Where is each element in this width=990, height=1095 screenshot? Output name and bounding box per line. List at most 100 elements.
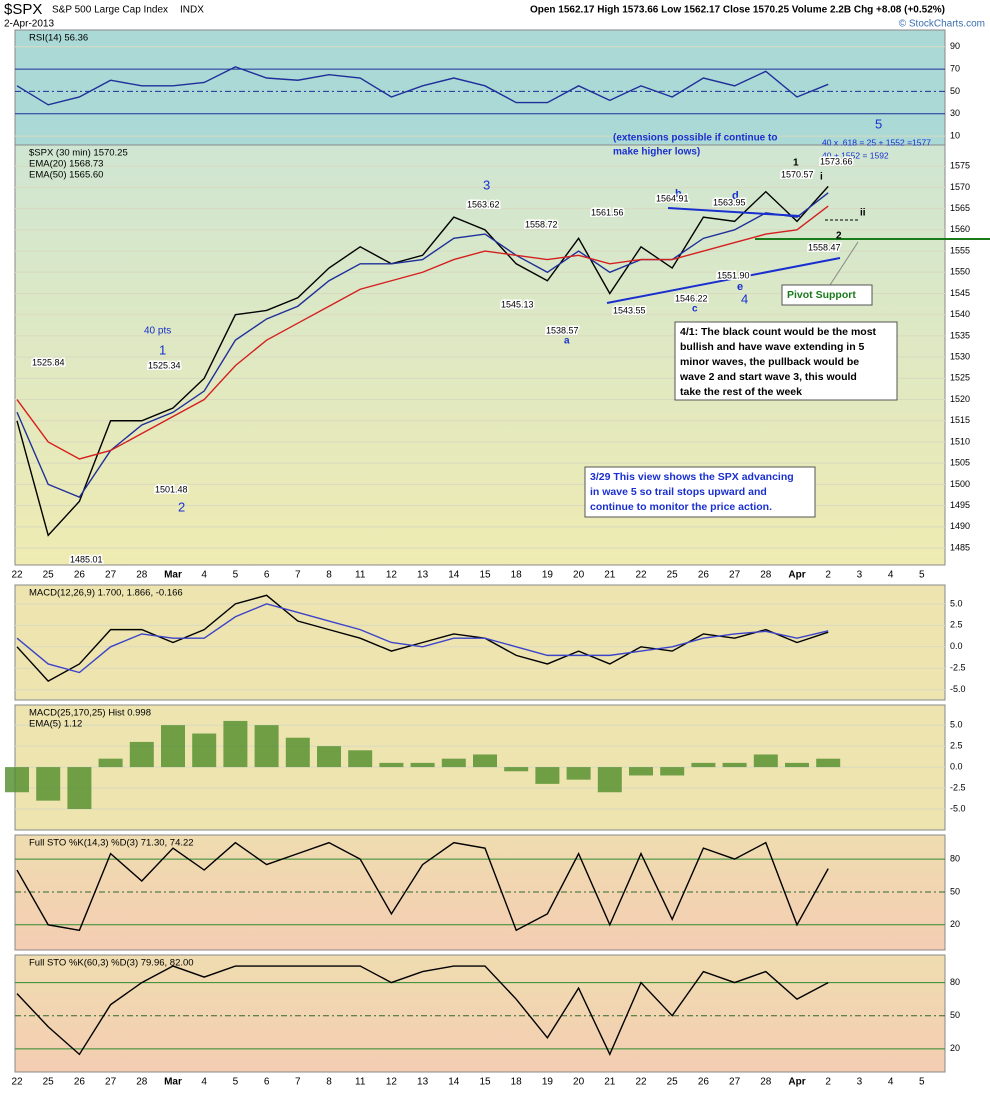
- x-tick-label: 22: [11, 1077, 23, 1088]
- annotation: 3: [483, 177, 490, 192]
- symbol: $SPX: [4, 1, 42, 18]
- y-tick-label: 50: [950, 86, 960, 96]
- y-tick-label: 1490: [950, 521, 970, 531]
- x-tick-label: 25: [43, 1077, 55, 1088]
- hist-bar: [473, 754, 497, 768]
- y-tick-label: 1495: [950, 500, 970, 510]
- x-tick-label: 5: [919, 570, 925, 581]
- hist-bar: [129, 741, 154, 768]
- x-tick-label: 2: [825, 1077, 831, 1088]
- annotation: 1561.56: [591, 207, 624, 217]
- y-tick-label: 0.0: [950, 761, 963, 771]
- hist-bar: [660, 767, 685, 776]
- hist-bar: [816, 758, 841, 768]
- series-line: [16, 192, 829, 498]
- note-text: 3/29 This view shows the SPX advancing: [590, 471, 794, 483]
- annotation: 1525.34: [148, 360, 181, 370]
- x-tick-label: 22: [635, 1077, 647, 1088]
- x-tick-label: 27: [729, 570, 741, 581]
- annotation: 40 + 1552 = 1592: [822, 150, 889, 160]
- annotation: 4: [741, 291, 748, 306]
- legend-entry: EMA(5) 1.12: [29, 719, 82, 730]
- y-tick-label: 90: [950, 41, 960, 51]
- x-tick-label: Apr: [788, 1077, 805, 1088]
- annotation: 1546.22: [675, 293, 708, 303]
- y-tick-label: 1515: [950, 415, 970, 425]
- hist-bar: [753, 754, 778, 768]
- series-line: [16, 205, 829, 460]
- annotation: c: [692, 304, 698, 315]
- series-line: [16, 594, 829, 682]
- annotation: 1525.84: [32, 357, 65, 367]
- y-tick-label: 1560: [950, 224, 970, 234]
- note-text: continue to monitor the price action.: [590, 501, 772, 513]
- x-tick-label: 21: [604, 1077, 616, 1088]
- note-text: bullish and have wave extending in 5: [680, 341, 865, 353]
- y-tick-label: 1535: [950, 330, 970, 340]
- y-tick-label: 1525: [950, 373, 970, 383]
- hist-bar: [441, 758, 466, 768]
- legend-entry: MACD(12,26,9) 1.700, 1.866, -0.166: [29, 588, 183, 599]
- annotation: a: [564, 336, 570, 347]
- annotation: 1551.90: [717, 270, 750, 280]
- y-tick-label: 1570: [950, 182, 970, 192]
- y-tick-label: 1505: [950, 458, 970, 468]
- annotation: ii: [860, 208, 866, 219]
- y-tick-label: 30: [950, 108, 960, 118]
- x-tick-label: 13: [417, 1077, 429, 1088]
- x-tick-label: 15: [479, 1077, 491, 1088]
- panel: [14, 584, 946, 701]
- x-tick-label: 6: [264, 570, 270, 581]
- y-tick-label: 1510: [950, 436, 970, 446]
- note-text: wave 2 and start wave 3, this would: [679, 371, 857, 383]
- index-name: S&P 500 Large Cap Index: [52, 5, 168, 16]
- x-tick-label: 18: [511, 570, 523, 581]
- y-tick-label: 80: [950, 977, 960, 987]
- annotation: (extensions possible if continue to: [613, 133, 777, 144]
- hist-bar: [223, 720, 248, 768]
- x-tick-label: 28: [760, 1077, 772, 1088]
- x-tick-label: 22: [11, 570, 23, 581]
- y-tick-label: 1540: [950, 309, 970, 319]
- x-tick-label: Mar: [164, 570, 182, 581]
- annotation: i: [820, 172, 823, 183]
- panel: [14, 29, 946, 146]
- y-tick-label: -5.0: [950, 803, 966, 813]
- series-line: [16, 603, 829, 674]
- hist-bar: [504, 767, 529, 772]
- note-text: Pivot Support: [787, 289, 856, 301]
- x-tick-label: 11: [355, 570, 366, 581]
- note-text: 4/1: The black count would be the most: [680, 326, 877, 338]
- x-tick-label: 5: [233, 570, 239, 581]
- exchange: INDX: [180, 5, 204, 16]
- hist-bar: [597, 767, 622, 793]
- hist-bar: [566, 767, 591, 780]
- note-box: [674, 321, 898, 401]
- y-tick-label: 20: [950, 1043, 960, 1053]
- y-tick-label: 1555: [950, 245, 970, 255]
- hist-bar: [192, 733, 217, 768]
- hist-bar: [535, 767, 560, 784]
- y-tick-label: 20: [950, 919, 960, 929]
- x-tick-label: 21: [604, 570, 616, 581]
- y-tick-label: 5.0: [950, 720, 963, 730]
- x-tick-label: 27: [105, 570, 117, 581]
- annotation: make higher lows): [613, 147, 700, 158]
- hist-bar: [410, 762, 435, 768]
- annotation: 1545.13: [501, 299, 534, 309]
- annotation: 1573.66: [820, 156, 853, 166]
- x-tick-label: 8: [326, 1077, 332, 1088]
- legend-entry: EMA(20) 1568.73: [29, 159, 103, 170]
- x-tick-label: 26: [698, 570, 710, 581]
- hist-bar: [317, 746, 341, 768]
- x-tick-label: 4: [201, 570, 207, 581]
- y-tick-label: 80: [950, 853, 960, 863]
- note-box: [584, 466, 816, 518]
- x-tick-label: 3: [857, 570, 863, 581]
- x-tick-label: 27: [105, 1077, 117, 1088]
- x-tick-label: 28: [760, 570, 772, 581]
- x-tick-label: 22: [635, 570, 647, 581]
- legend-entry: Full STO %K(14,3) %D(3) 71.30, 74.22: [29, 838, 194, 849]
- x-tick-label: 12: [386, 1077, 398, 1088]
- annotation: 1501.48: [155, 484, 188, 494]
